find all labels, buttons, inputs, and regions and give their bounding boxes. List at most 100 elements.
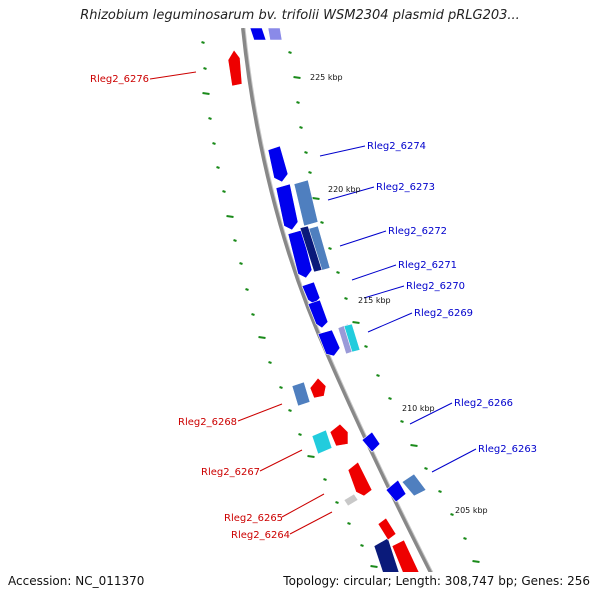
label-leader-line	[363, 285, 405, 299]
gene-arrow-reverse	[287, 229, 313, 279]
scale-tick-label: 210 kbp	[402, 404, 435, 413]
scale-tick	[233, 239, 237, 242]
scale-tick	[308, 171, 312, 174]
gene-label-forward[interactable]: Rleg2_6267	[201, 467, 260, 478]
label-leader-line	[237, 403, 283, 422]
backbone-arc-highlight	[244, 28, 434, 572]
scale-tick	[299, 126, 303, 129]
scale-tick	[298, 433, 302, 436]
scale-tick	[288, 51, 292, 54]
gene-arrow-reverse	[317, 329, 341, 357]
scale-tick	[335, 501, 339, 504]
scale-tick	[293, 76, 301, 79]
gene-label-reverse[interactable]: Rleg2_6273	[376, 182, 435, 193]
gene-label-reverse[interactable]: Rleg2_6274	[367, 141, 426, 152]
scale-tick	[226, 215, 234, 218]
label-leader-line	[351, 264, 397, 281]
gene-label-reverse[interactable]: Rleg2_6270	[406, 281, 465, 292]
map-title: Rhizobium leguminosarum bv. trifolii WSM…	[80, 8, 520, 23]
scale-tick	[212, 142, 216, 145]
scale-tick-label: 220 kbp	[328, 185, 361, 194]
gene-arrow-reverse	[249, 28, 267, 41]
scale-tick	[216, 166, 220, 169]
scale-tick	[258, 336, 266, 339]
gene-label-forward[interactable]: Rleg2_6264	[231, 530, 290, 541]
gene-block	[311, 429, 333, 455]
gene-label-reverse[interactable]: Rleg2_6269	[414, 308, 473, 319]
feature-layer	[227, 28, 427, 572]
scale-tick	[296, 101, 300, 104]
scale-tick	[388, 397, 392, 400]
gene-label-reverse[interactable]: Rleg2_6266	[454, 398, 513, 409]
gene-arrow-reverse	[361, 431, 381, 453]
scale-tick	[307, 455, 315, 458]
scale-tick	[202, 92, 210, 95]
label-leader-line	[327, 186, 375, 201]
scale-tick	[312, 197, 320, 200]
scale-tick-label: 205 kbp	[455, 506, 488, 515]
scale-tick	[370, 565, 378, 568]
scale-tick-label: 215 kbp	[358, 296, 391, 305]
scale-tick	[352, 321, 360, 324]
gene-block	[401, 473, 427, 497]
gene-block	[343, 323, 361, 353]
scale-tick	[222, 190, 226, 193]
gene-label-forward[interactable]: Rleg2_6276	[90, 74, 149, 85]
gene-arrow-forward	[227, 49, 243, 87]
gene-block	[373, 537, 400, 572]
scale-tick	[364, 345, 368, 348]
scale-tick	[400, 420, 404, 423]
scale-tick	[328, 247, 332, 250]
scale-tick	[268, 361, 272, 364]
backbone-arc	[241, 28, 433, 572]
scale-tick	[410, 444, 418, 447]
label-leader-line	[289, 511, 333, 535]
genome-summary-text: Topology: circular; Length: 308,747 bp; …	[283, 574, 590, 588]
scale-tick	[304, 151, 308, 154]
gene-label-reverse[interactable]: Rleg2_6263	[478, 444, 537, 455]
gene-arrow-forward	[377, 517, 397, 541]
gene-block	[299, 225, 323, 273]
gene-block	[343, 493, 359, 507]
label-leader-line	[431, 448, 477, 473]
gene-arrow-reverse	[385, 479, 407, 503]
gene-label-forward[interactable]: Rleg2_6268	[178, 417, 237, 428]
scale-tick	[344, 297, 348, 300]
scale-tick	[245, 288, 249, 291]
scale-tick	[438, 490, 442, 493]
gene-block	[293, 179, 319, 227]
label-leader-line	[339, 230, 387, 247]
scale-tick	[239, 262, 243, 265]
gene-arrow-forward	[347, 461, 373, 497]
gene-arrow-reverse	[307, 299, 329, 329]
gene-label-reverse[interactable]: Rleg2_6272	[388, 226, 447, 237]
label-leader-line	[367, 312, 413, 333]
scale-tick	[208, 117, 212, 120]
gene-arrow-reverse	[275, 183, 299, 231]
gene-label-reverse[interactable]: Rleg2_6271	[398, 260, 457, 271]
accession-text: Accession: NC_011370	[8, 574, 145, 588]
scale-tick	[336, 271, 340, 274]
scale-tick	[279, 386, 283, 389]
gene-arrow-forward	[329, 423, 349, 447]
scale-tick	[376, 374, 380, 377]
scale-tick	[424, 467, 428, 470]
gene-arrow-reverse	[267, 145, 289, 183]
scale-tick	[203, 67, 207, 70]
scale-tick	[288, 409, 292, 412]
gene-arrow-forward	[309, 377, 327, 399]
scale-tick	[201, 41, 205, 44]
label-leader-line	[149, 71, 197, 80]
scale-tick	[323, 478, 327, 481]
scale-tick	[463, 537, 467, 540]
tick-marks-layer	[201, 41, 480, 568]
scale-tick	[347, 522, 351, 525]
gene-block	[291, 381, 311, 407]
gene-label-forward[interactable]: Rleg2_6265	[224, 513, 283, 524]
label-leader-line	[409, 402, 453, 425]
scale-tick	[472, 560, 480, 563]
gene-block	[267, 28, 283, 41]
scale-tick	[320, 221, 324, 224]
label-leader-line	[281, 493, 325, 518]
